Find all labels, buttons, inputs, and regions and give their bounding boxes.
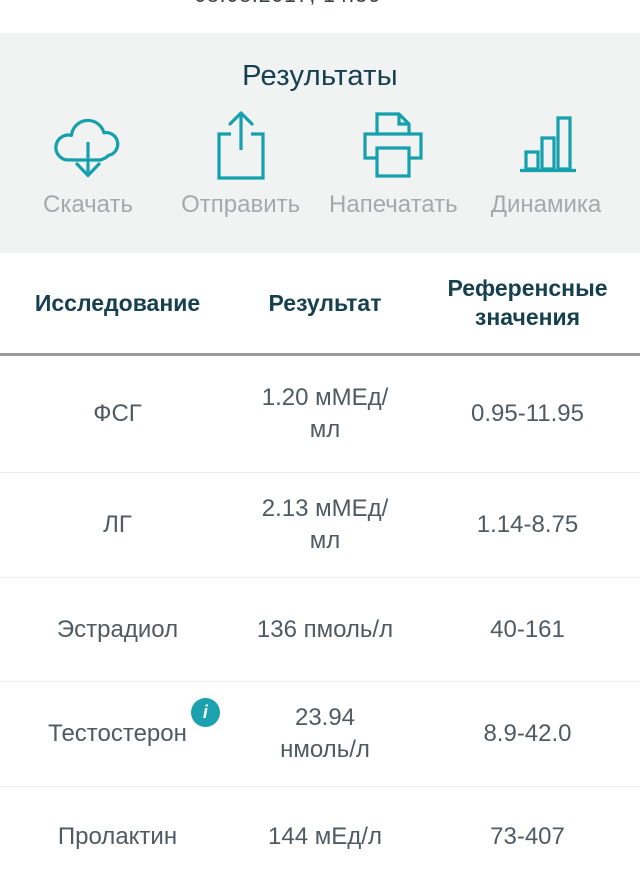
test-name: Пролактин [57, 822, 178, 850]
test-name: Эстрадиол [56, 615, 179, 643]
printer-icon [357, 107, 429, 185]
download-label: Скачать [43, 191, 133, 218]
test-reference: 8.9-42.0 [483, 720, 572, 747]
test-result: 2.13 мМЕд/ мл [261, 495, 389, 554]
header-divider [0, 353, 640, 356]
table-row: ЛГ 2.13 мМЕд/ мл 1.14-8.75 [0, 473, 640, 578]
test-reference: 73-407 [490, 822, 565, 850]
test-result: 23.94 нмоль/л [280, 704, 370, 763]
column-header-result: Результат [268, 289, 382, 316]
table-header-row: Исследование Результат Референсные значе… [0, 253, 640, 353]
print-button[interactable]: Напечатать [317, 107, 469, 219]
test-result: 136 пмоль/л [256, 615, 394, 643]
info-icon-glyph: i [202, 702, 208, 722]
table-row: ФСГ 1.20 мМЕд/ мл 0.95-11.95 [0, 356, 640, 473]
test-name: ЛГ [103, 511, 132, 538]
column-header-test: Исследование [34, 289, 201, 316]
test-reference: 40-161 [490, 615, 565, 643]
test-name: ФСГ [93, 400, 142, 427]
dynamics-label: Динамика [490, 191, 602, 218]
info-icon[interactable]: i [190, 698, 220, 727]
share-icon [209, 107, 273, 185]
table-row: Эстрадиол 136 пмоль/л 40-161 [0, 578, 640, 682]
test-name-label: Тестостерон [48, 720, 187, 747]
table-row: Пролактин 144 мЕд/л 73-407 [0, 787, 640, 886]
print-label: Напечатать [329, 191, 458, 218]
actions-toolbar: Скачать Отправить Напечат [0, 93, 640, 219]
test-name: Тестостерон i [0, 698, 235, 748]
share-label: Отправить [181, 191, 301, 218]
download-button[interactable]: Скачать [12, 107, 164, 219]
results-table: Исследование Результат Референсные значе… [0, 253, 640, 886]
column-header-reference: Референсные значения [447, 275, 608, 330]
cloud-download-icon [46, 107, 130, 185]
results-panel: Результаты Скачать Отправить [0, 33, 640, 253]
share-button[interactable]: Отправить [165, 107, 317, 219]
test-reference: 0.95-11.95 [471, 400, 584, 427]
bar-chart-icon [510, 107, 582, 185]
dynamics-button[interactable]: Динамика [470, 107, 622, 219]
table-row: Тестостерон i 23.94 нмоль/л 8.9-42.0 [0, 682, 640, 787]
page-title: Результаты [242, 60, 398, 92]
clipped-header-text: 08.08.2017, 14:36 [0, 0, 575, 8]
test-result: 144 мЕд/л [268, 822, 382, 850]
top-clipped-text-strip: 08.08.2017, 14:36 [0, 0, 640, 33]
test-reference: 1.14-8.75 [476, 511, 579, 538]
test-result: 1.20 мМЕд/ мл [261, 384, 389, 443]
